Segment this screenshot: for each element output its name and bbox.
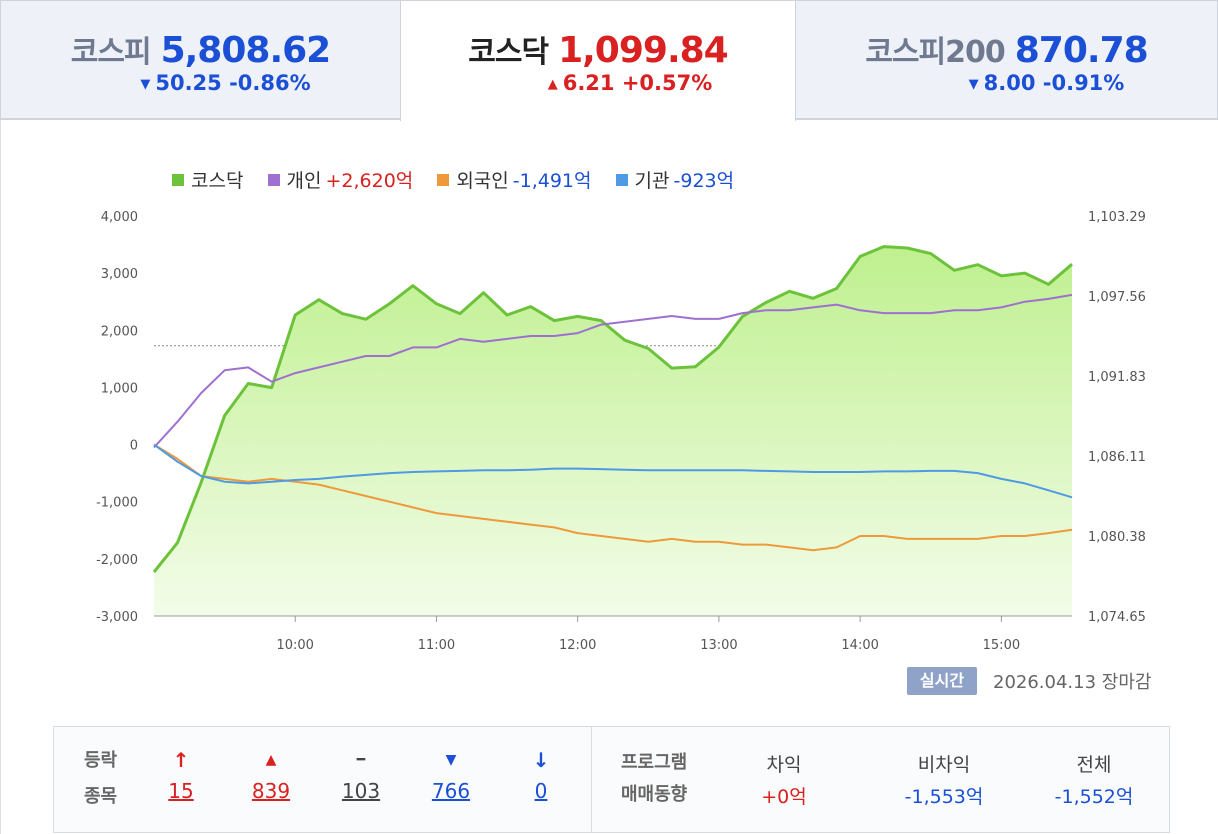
tab-kospi200[interactable]: 코스피200 870.78 ▼ 8.00 -0.91% bbox=[795, 0, 1218, 119]
count-fall: ▼ 766 bbox=[421, 745, 481, 807]
chart-legend: 코스닥 개인 +2,620억 외국인 -1,491억 기관 -923억 bbox=[172, 166, 752, 193]
program-total: 전체 -1,552억 bbox=[1029, 749, 1159, 813]
dash-icon: ━ bbox=[356, 752, 366, 768]
y-left-tick-label: -2,000 bbox=[96, 553, 138, 568]
y-right-tick-label: 1,086.11 bbox=[1088, 450, 1146, 465]
triangle-up-icon: ▲ bbox=[547, 77, 558, 92]
legend-swatch-individual bbox=[267, 174, 280, 186]
legend-value: -1,491억 bbox=[512, 170, 592, 192]
tab-kospi200-name: 코스피200 bbox=[865, 35, 1005, 70]
y-left-tick-label: 3,000 bbox=[101, 267, 138, 282]
count-lower-limit-value[interactable]: 0 bbox=[534, 779, 548, 803]
triangle-down-icon: ▼ bbox=[140, 77, 151, 92]
stats-panel: 등락 종목 ↑ 15 ▲ 839 ━ 103 ▼ 766 ↓ 0 프로그램 매매… bbox=[53, 726, 1170, 833]
legend-label: 개인 bbox=[286, 170, 322, 192]
tab-kospi-change: 50.25 -0.86% bbox=[155, 71, 311, 95]
tab-kosdaq-name: 코스닥 bbox=[468, 35, 549, 70]
tab-kosdaq-change: 6.21 +0.57% bbox=[562, 71, 713, 95]
tab-kospi-change-row: ▼ 50.25 -0.86% bbox=[1, 71, 400, 95]
series-line-foreign bbox=[153, 443, 1073, 552]
legend-swatch-foreign bbox=[437, 174, 450, 186]
y-left-tick-label: -3,000 bbox=[96, 610, 138, 625]
series-line-institution bbox=[153, 443, 1073, 499]
index-tabs: 코스피 5,808.62 ▼ 50.25 -0.86% 코스닥 1,099.84 ▲ 6… bbox=[0, 0, 1218, 121]
tab-kospi200-value: 870.78 bbox=[1014, 30, 1149, 71]
series-line-kosdaq bbox=[152, 245, 1073, 573]
y-right-tick-label: 1,080.38 bbox=[1088, 530, 1146, 545]
x-tick-label: 12:00 bbox=[559, 638, 596, 653]
triangle-down-icon: ▼ bbox=[445, 752, 457, 768]
x-tick-label: 11:00 bbox=[418, 638, 455, 653]
tab-kospi[interactable]: 코스피 5,808.62 ▼ 50.25 -0.86% bbox=[0, 0, 401, 119]
tab-kospi200-change: 8.00 -0.91% bbox=[983, 71, 1125, 95]
count-lower-limit: ↓ 0 bbox=[511, 745, 571, 807]
legend-item-individual[interactable]: 개인 +2,620억 bbox=[267, 166, 414, 193]
x-tick-label: 10:00 bbox=[276, 638, 313, 653]
count-upper-limit: ↑ 15 bbox=[151, 745, 211, 807]
rise-fall-label: 등락 bbox=[84, 750, 118, 771]
trend-label: 매매동향 bbox=[621, 784, 688, 805]
legend-swatch-institution bbox=[615, 174, 628, 186]
y-left-tick-label: 0 bbox=[130, 439, 138, 454]
legend-label: 외국인 bbox=[456, 170, 509, 192]
tab-kospi-value: 5,808.62 bbox=[160, 30, 332, 71]
program-arbitrage-label: 차익 bbox=[766, 754, 802, 776]
y-left-tick-label: 4,000 bbox=[101, 210, 138, 225]
program-non-arbitrage: 비차익 -1,553억 bbox=[874, 749, 1014, 813]
stats-divider bbox=[591, 727, 592, 832]
tab-kosdaq-value: 1,099.84 bbox=[558, 30, 729, 71]
legend-item-foreign[interactable]: 외국인 -1,491억 bbox=[437, 166, 592, 193]
x-tick-label: 14:00 bbox=[841, 638, 878, 653]
legend-swatch-kosdaq bbox=[172, 174, 184, 186]
stocks-label: 종목 bbox=[84, 786, 118, 807]
program-non-arbitrage-label: 비차익 bbox=[917, 754, 971, 776]
program-total-label: 전체 bbox=[1076, 754, 1112, 776]
program-arbitrage-value: +0억 bbox=[761, 786, 807, 808]
x-tick-label: 13:00 bbox=[700, 638, 737, 653]
tab-kosdaq-change-row: ▲ 6.21 +0.57% bbox=[401, 71, 795, 95]
panel-border bbox=[0, 119, 1, 834]
series-line-individual bbox=[153, 293, 1073, 449]
triangle-down-icon: ▼ bbox=[968, 77, 979, 92]
y-left-tick-label: -1,000 bbox=[96, 496, 138, 511]
arrow-down-icon: ↓ bbox=[532, 748, 550, 772]
y-right-tick-label: 1,074.65 bbox=[1088, 610, 1146, 625]
tab-kospi200-change-row: ▼ 8.00 -0.91% bbox=[796, 71, 1217, 95]
y-left-tick-label: 1,000 bbox=[101, 381, 138, 396]
count-rise-value[interactable]: 839 bbox=[251, 779, 291, 803]
program-arbitrage: 차익 +0억 bbox=[734, 749, 834, 813]
y-left-tick-label: 2,000 bbox=[101, 324, 138, 339]
realtime-button[interactable]: 실시간 bbox=[907, 667, 977, 695]
legend-label: 기관 bbox=[634, 170, 670, 192]
count-fall-value[interactable]: 766 bbox=[431, 779, 471, 803]
count-flat-value[interactable]: 103 bbox=[341, 779, 381, 803]
legend-item-institution[interactable]: 기관 -923억 bbox=[615, 166, 735, 193]
y-right-tick-label: 1,103.29 bbox=[1088, 210, 1146, 225]
arrow-up-icon: ↑ bbox=[172, 748, 190, 772]
program-total-value: -1,552억 bbox=[1054, 786, 1134, 808]
legend-value: +2,620억 bbox=[325, 170, 414, 192]
triangle-up-icon: ▲ bbox=[265, 752, 277, 768]
legend-value: -923억 bbox=[673, 170, 735, 192]
legend-item-kosdaq[interactable]: 코스닥 bbox=[172, 166, 243, 193]
legend-label: 코스닥 bbox=[191, 170, 244, 192]
market-date: 2026.04.13 장마감 bbox=[993, 672, 1152, 693]
program-non-arbitrage-value: -1,553억 bbox=[904, 786, 984, 808]
program-label: 프로그램 bbox=[621, 752, 688, 773]
x-tick-label: 15:00 bbox=[983, 638, 1020, 653]
count-upper-limit-value[interactable]: 15 bbox=[168, 779, 194, 803]
series-area-kosdaq bbox=[154, 246, 1072, 616]
y-right-tick-label: 1,091.83 bbox=[1088, 370, 1146, 385]
tab-kosdaq[interactable]: 코스닥 1,099.84 ▲ 6.21 +0.57% bbox=[400, 0, 796, 121]
count-rise: ▲ 839 bbox=[241, 745, 301, 807]
count-flat: ━ 103 bbox=[331, 745, 391, 807]
tab-kospi-name: 코스피 bbox=[70, 35, 152, 70]
y-right-tick-label: 1,097.56 bbox=[1088, 290, 1146, 305]
